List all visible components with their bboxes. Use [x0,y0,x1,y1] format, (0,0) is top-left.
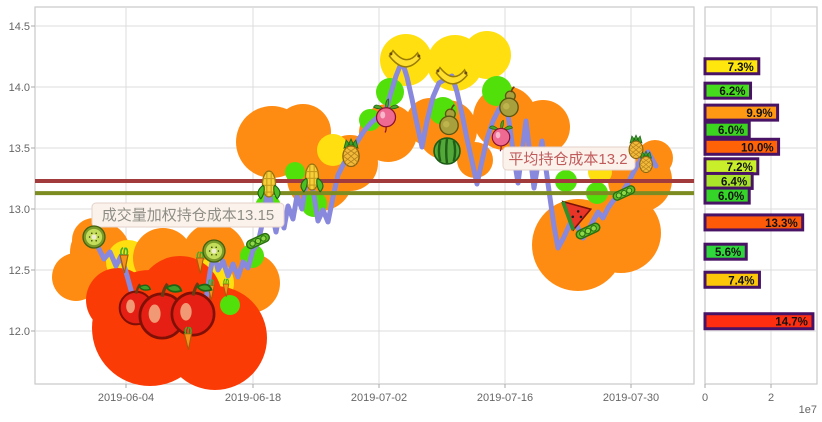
volume-splash-blobs [52,31,673,390]
watermelon-icon [433,137,461,165]
peas-icon [246,232,270,250]
kiwi-icon [82,225,106,249]
volume-bar-pct-label: 7.4% [728,275,754,287]
volume-bar [703,137,781,156]
volume-bar-pct-label: 6.4% [721,176,747,188]
carrot-icon [183,326,193,351]
volume-blob [220,295,240,315]
volume-bar-pct-label: 6.0% [718,125,744,137]
volume-bar [703,120,751,139]
side-x-axis-tick-label: 2 [768,392,774,404]
pineapple-icon [628,134,644,160]
carrot-icon [195,251,205,274]
volume-bar [703,81,753,100]
apple-icon [170,282,216,337]
side-x-axis-tick-label: 0 [702,392,708,404]
x-axis-tick-label: 2019-07-16 [477,392,533,404]
volume-bar [703,186,751,205]
y-axis-tick-label: 13.0 [9,204,30,216]
pear-icon [499,86,519,118]
x-axis-tick-label: 2019-06-18 [225,392,281,404]
volume-bar [703,312,815,331]
vwap-cost-annotation: 成交量加权持仓成本13.15 [91,202,285,228]
volume-distribution-bars: 7.3%6.2%9.9%6.0%10.0%7.2%6.4%6.0%13.3%5.… [703,57,815,331]
y-axis-tick-label: 13.5 [9,143,30,155]
vwap-cost-label: 成交量加权持仓成本13.15 [102,206,275,224]
carrot-icon [119,246,129,274]
y-axis-tick-label: 14.5 [9,21,30,33]
volume-blob [463,31,511,79]
kiwi-icon [202,239,226,263]
cost-lines [35,178,694,196]
volume-bar-pct-label: 6.2% [719,86,745,98]
corn-icon [257,170,281,200]
avg-cost-label: 平均持仓成本13.2 [508,151,627,168]
peas-icon [612,185,636,201]
volume-blob [359,109,381,131]
volume-bar [703,242,748,261]
y-axis-tick-label: 14.0 [9,82,30,94]
banana-icon [435,66,468,85]
pineapple-icon [639,150,653,174]
volume-bar [703,57,761,76]
volume-bar-pct-label: 9.9% [746,108,772,120]
volume-bar [703,213,805,232]
x-axis-tick-label: 2019-07-02 [351,392,407,404]
fruit-markers [82,49,653,351]
y-axis-tick-label: 12.0 [9,326,30,338]
pineapple-icon [342,138,360,168]
melon-slice-icon [561,200,593,232]
corn-icon [300,163,324,193]
radish-icon [489,119,513,152]
volume-blob [482,76,512,106]
avg-cost-annotation: 平均持仓成本13.2 [502,146,636,171]
volume-bar-pct-label: 5.6% [715,247,741,259]
y-axis-tick-label: 12.5 [9,265,30,277]
radish-icon [372,98,400,133]
volume-bar-pct-label: 7.3% [728,62,754,74]
peas-icon [575,222,601,240]
carrot-icon [222,278,230,297]
volume-bar-pct-label: 13.3% [765,218,798,230]
volume-bar-pct-label: 6.0% [718,191,744,203]
volume-bar-pct-label: 10.0% [741,142,774,154]
x-axis-tick-label: 2019-07-30 [603,392,659,404]
volume-blob [285,162,305,182]
volume-bar-pct-label: 14.7% [775,317,808,329]
banana-icon [388,49,421,68]
volume-bar-pct-label: 7.2% [727,162,753,174]
pear-icon [439,104,459,136]
side-axis-offset-label: 1e7 [799,404,817,416]
axis-tick-labels: 12.0 12.5 13.0 13.5 14.0 14.5 2019-06-04 2019-0… [9,21,774,404]
volume-blob [317,134,349,166]
volume-bar [703,270,761,289]
volume-bar [703,103,780,122]
x-axis-tick-label: 2019-06-04 [98,392,154,404]
